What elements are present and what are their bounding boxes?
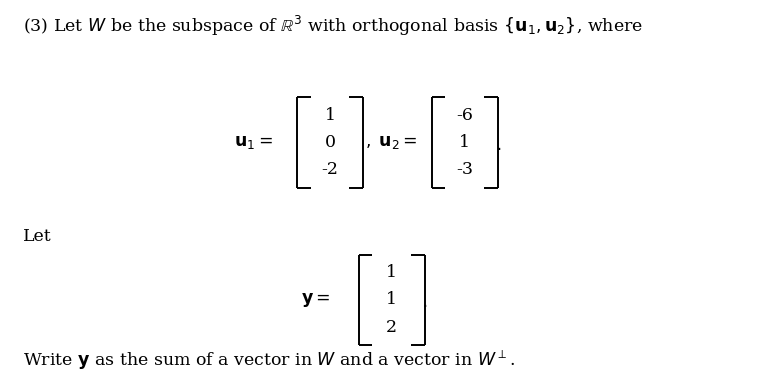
Text: -6: -6 bbox=[456, 106, 473, 124]
Text: 2: 2 bbox=[386, 319, 397, 336]
Text: $\mathbf{y} =$: $\mathbf{y} =$ bbox=[301, 291, 330, 309]
Text: 1: 1 bbox=[325, 106, 336, 124]
Text: 1: 1 bbox=[459, 134, 470, 151]
Text: Let: Let bbox=[23, 228, 51, 245]
Text: Write $\mathbf{y}$ as the sum of a vector in $W$ and a vector in $W^{\perp}$.: Write $\mathbf{y}$ as the sum of a vecto… bbox=[23, 348, 515, 372]
Text: 0: 0 bbox=[325, 134, 336, 151]
Text: $.$: $.$ bbox=[421, 292, 427, 311]
Text: $\mathbf{u}_1 =$: $\mathbf{u}_1 =$ bbox=[233, 134, 273, 151]
Text: 1: 1 bbox=[386, 291, 397, 309]
Text: -2: -2 bbox=[322, 161, 339, 178]
Text: (3) Let $W$ be the subspace of $\mathbb{R}^3$ with orthogonal basis $\{\mathbf{u: (3) Let $W$ be the subspace of $\mathbb{… bbox=[23, 14, 643, 38]
Text: $,\;\mathbf{u}_2 =$: $,\;\mathbf{u}_2 =$ bbox=[365, 134, 417, 151]
Text: $.$: $.$ bbox=[495, 135, 502, 154]
Text: 1: 1 bbox=[386, 264, 397, 281]
Text: -3: -3 bbox=[456, 161, 473, 178]
